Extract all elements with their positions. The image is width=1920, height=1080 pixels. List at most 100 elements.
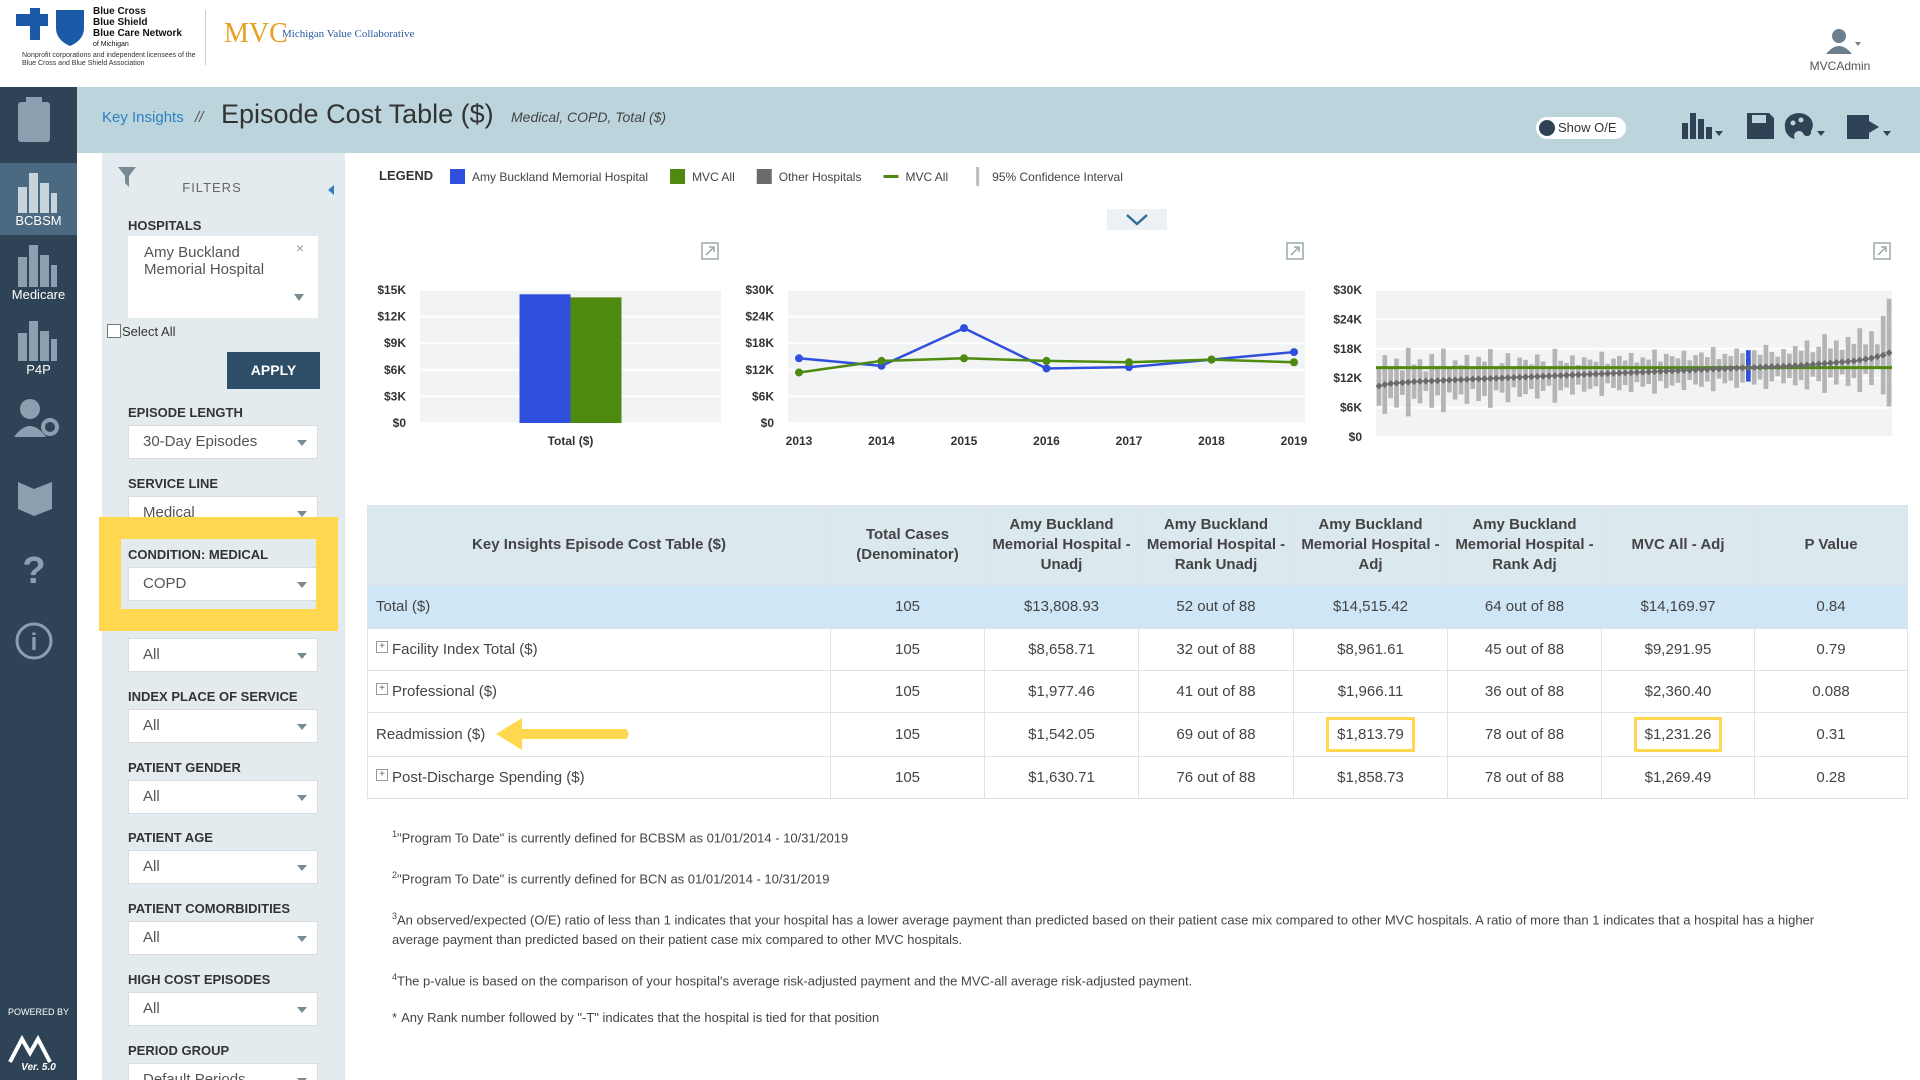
table-cell: 105 xyxy=(830,712,985,757)
point xyxy=(1651,368,1659,376)
table-row[interactable]: + Professional ($) 105 $1,977.46 41 out of 8… xyxy=(367,670,1908,713)
column-header: Amy Buckland Memorial Hospital - Adj xyxy=(1293,505,1448,585)
point xyxy=(1551,372,1559,380)
cell-text: 45 out of 88 xyxy=(1484,641,1565,658)
table-cell: 0.28 xyxy=(1754,756,1908,799)
expand-toggle[interactable]: + xyxy=(376,641,388,653)
footnote-text: "Program To Date" is currently defined f… xyxy=(397,830,849,846)
apply-button[interactable]: APPLY xyxy=(227,352,320,389)
collapse[interactable] xyxy=(328,185,336,195)
toolbar[interactable] xyxy=(1677,109,1917,145)
cell-text: $1,269.49 xyxy=(1644,769,1712,786)
point xyxy=(1856,356,1864,364)
filter-label: SERVICE LINE xyxy=(128,475,219,491)
expand-toggle[interactable]: + xyxy=(376,769,388,781)
cell-text: $8,961.61 xyxy=(1337,641,1404,658)
point xyxy=(1703,365,1711,373)
logo-line: Blue Cross xyxy=(93,6,146,17)
footnote-marker: * xyxy=(392,1010,398,1025)
hospital-chip[interactable]: Amy Buckland Memorial Hospital xyxy=(144,244,265,278)
footnote-text: "Program To Date" is currently defined f… xyxy=(397,871,830,887)
table-cell: $8,658.71 xyxy=(984,628,1139,671)
point xyxy=(1797,361,1805,369)
column-header: Amy Buckland Memorial Hospital - Rank Ad… xyxy=(1447,505,1602,585)
dropdown[interactable]: All xyxy=(128,779,318,814)
point xyxy=(1434,377,1442,385)
cell-text: 105 xyxy=(894,769,921,786)
dropdown[interactable]: All xyxy=(128,992,318,1027)
table-row[interactable]: + Facility Index Total ($) 105 $8,658.71 32 … xyxy=(367,628,1908,671)
point xyxy=(960,324,968,333)
user-name[interactable]: MVCAdmin xyxy=(1809,59,1871,73)
point xyxy=(1516,373,1524,381)
point xyxy=(1762,363,1770,371)
x-tick-label: 2019 xyxy=(1281,434,1308,448)
y-tick-label: $0 xyxy=(1349,430,1363,444)
dropdown[interactable]: 30-Day Episodes xyxy=(128,425,318,459)
footnote: 2"Program To Date" is currently defined … xyxy=(392,865,1852,889)
checkbox[interactable] xyxy=(107,324,121,338)
dropdown[interactable]: All xyxy=(128,850,318,885)
y-tick-label: $18K xyxy=(745,336,774,350)
column-header: Amy Buckland Memorial Hospital - Unadj xyxy=(984,505,1139,585)
nav-item[interactable]: Medicare xyxy=(11,287,66,302)
table-row[interactable]: Readmission ($) 105 $1,542.05 69 out of 88 $… xyxy=(367,712,1908,757)
dropdown[interactable]: All xyxy=(128,921,318,956)
table-cell: 76 out of 88 xyxy=(1138,756,1294,799)
column-header: MVC All - Adj xyxy=(1601,505,1755,585)
expand-arrow xyxy=(1877,246,1887,256)
table-row[interactable]: + Post-Discharge Spending ($) 105 $1,630.71… xyxy=(367,756,1908,799)
dropdown[interactable]: COPD xyxy=(128,566,318,601)
footnote-text: An observed/expected (O/E) ratio of less… xyxy=(392,912,1815,948)
x-tick-label: 2018 xyxy=(1198,434,1225,448)
legend-label: MVC All xyxy=(692,170,735,184)
point xyxy=(1586,370,1594,378)
expand-icon xyxy=(1286,242,1304,260)
breadcrumb[interactable]: Key Insights xyxy=(102,109,184,126)
point xyxy=(1580,371,1588,379)
dropdown[interactable]: Default Periods xyxy=(128,1063,318,1080)
cell-text: $1,966.11 xyxy=(1337,683,1404,700)
cell-text: Readmission ($) xyxy=(376,726,486,743)
toggle-label[interactable]: Show O/E xyxy=(1558,120,1617,135)
user-icon[interactable] xyxy=(1824,28,1864,58)
filter-icon xyxy=(118,167,136,187)
cell-text: $2,360.40 xyxy=(1644,683,1712,700)
nav-item[interactable]: P4P xyxy=(26,362,51,377)
point xyxy=(1545,372,1553,380)
cell-text: 105 xyxy=(894,726,921,743)
toggle[interactable]: Show O/E xyxy=(1536,117,1626,139)
nav-icons: ? i xyxy=(0,97,77,1063)
point xyxy=(1885,349,1892,357)
logo-line: of Michigan xyxy=(93,41,129,48)
point xyxy=(1475,375,1483,383)
nav-item[interactable]: BCBSM xyxy=(15,213,62,228)
point xyxy=(795,368,803,377)
table-cell: $14,515.42 xyxy=(1293,584,1448,629)
cell-text: 76 out of 88 xyxy=(1176,769,1256,786)
bar xyxy=(519,294,571,423)
point xyxy=(1568,371,1576,379)
remove-icon[interactable]: × xyxy=(296,240,305,256)
hospital-select[interactable]: Amy Buckland Memorial Hospital × xyxy=(128,236,318,318)
footnote: 3An observed/expected (O/E) ratio of les… xyxy=(392,906,1852,950)
point xyxy=(1809,360,1817,368)
dropdown[interactable]: All xyxy=(128,708,318,743)
dropdown[interactable]: All xyxy=(128,637,318,672)
expand-toggle[interactable]: + xyxy=(376,683,388,695)
point xyxy=(1480,375,1488,383)
x-tick-label: 2015 xyxy=(951,434,978,448)
select-all[interactable]: Select All xyxy=(122,324,176,339)
table-cell: $14,169.97 xyxy=(1601,584,1755,629)
point xyxy=(1873,353,1881,361)
table-cell: $2,360.40 xyxy=(1601,670,1755,713)
y-tick-label: $3K xyxy=(384,389,406,403)
filter-label: PATIENT AGE xyxy=(128,830,213,846)
table-cell: $1,858.73 xyxy=(1293,756,1448,799)
cost-table: Key Insights Episode Cost Table ($) Total… xyxy=(367,505,1908,799)
cell-text: $1,858.73 xyxy=(1337,769,1404,786)
table-row[interactable]: Total ($) 105 $13,808.93 52 out of 88 $14,51… xyxy=(367,584,1908,629)
cell-text: 0.088 xyxy=(1812,683,1850,700)
filters-title: FILTERS xyxy=(182,180,242,195)
x-tick-label: 2014 xyxy=(868,434,895,448)
